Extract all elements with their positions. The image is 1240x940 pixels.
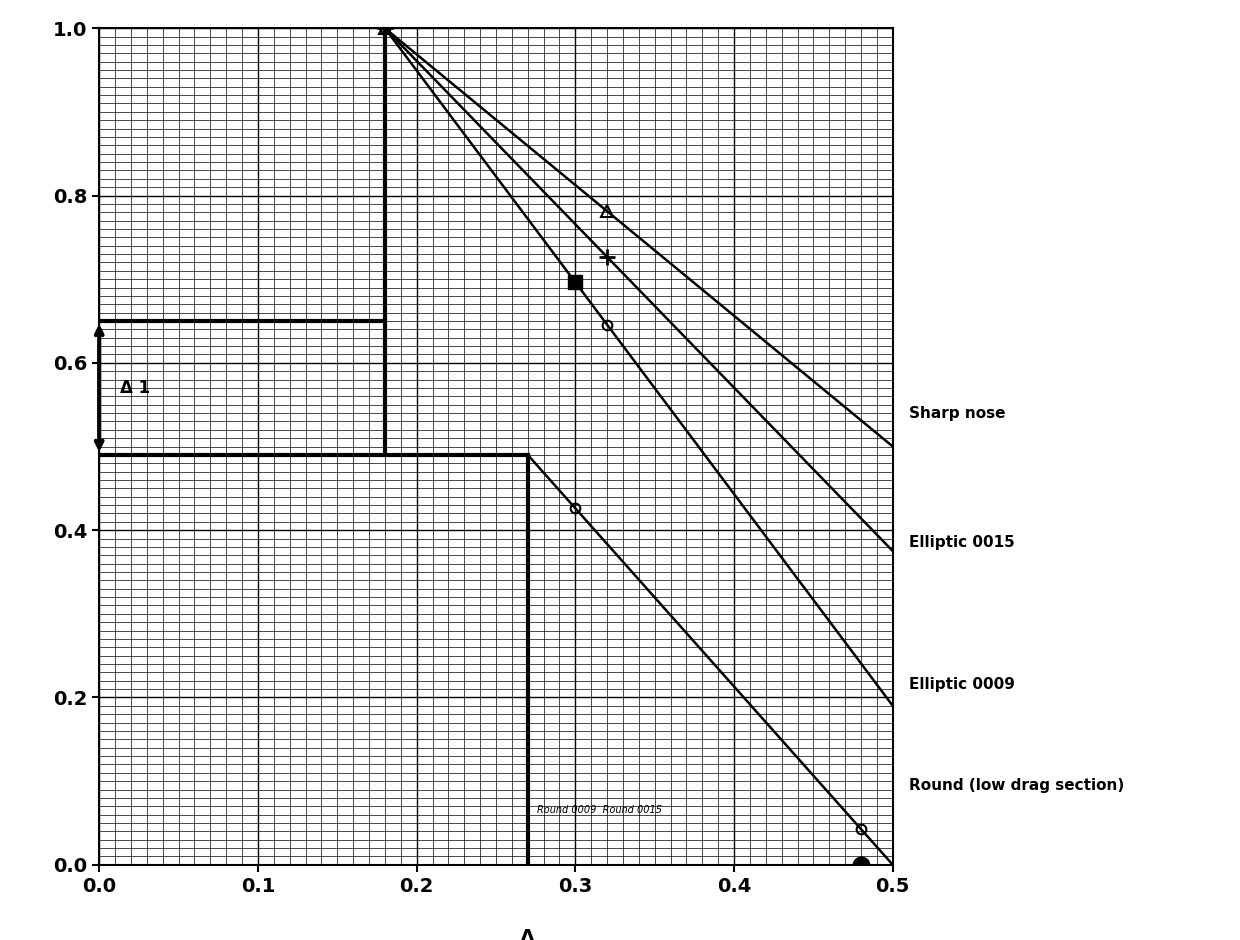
Text: Elliptic 0009: Elliptic 0009 <box>909 678 1014 693</box>
Text: Round (low drag section): Round (low drag section) <box>909 777 1123 792</box>
Text: Round 0009  Round 0015: Round 0009 Round 0015 <box>537 806 662 815</box>
Text: Elliptic 0015: Elliptic 0015 <box>909 535 1014 550</box>
Text: Δ 1: Δ 1 <box>120 379 150 397</box>
Text: Δ: Δ <box>521 928 536 940</box>
Text: Sharp nose: Sharp nose <box>909 405 1006 420</box>
